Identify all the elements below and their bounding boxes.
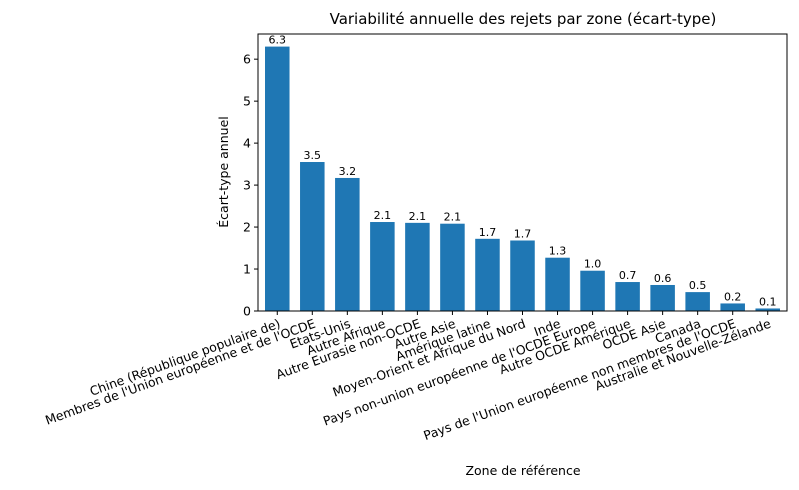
data-label: 2.1 <box>374 209 392 222</box>
data-label: 0.6 <box>654 272 672 285</box>
data-label: 6.3 <box>269 34 287 47</box>
y-axis-label: Écart-type annuel <box>216 116 231 227</box>
bar <box>510 240 535 311</box>
data-label: 1.0 <box>584 258 602 271</box>
y-tick-label: 6 <box>243 52 251 67</box>
bar <box>370 222 395 311</box>
y-tick-label: 1 <box>243 262 251 277</box>
bar <box>300 162 325 311</box>
bar <box>685 292 710 311</box>
bar <box>580 270 605 311</box>
y-tick-label: 5 <box>243 94 251 109</box>
data-label: 1.7 <box>479 226 497 239</box>
chart-title: Variabilité annuelle des rejets par zone… <box>330 10 717 28</box>
bar <box>720 303 745 311</box>
bar <box>405 222 430 311</box>
data-label: 1.3 <box>549 245 567 258</box>
y-tick-label: 3 <box>243 178 251 193</box>
y-tick-label: 0 <box>243 304 251 319</box>
bar <box>265 46 290 312</box>
x-axis-label: Zone de référence <box>465 463 580 478</box>
bar <box>440 223 465 311</box>
data-label: 0.7 <box>619 269 637 282</box>
data-label: 3.5 <box>304 149 322 162</box>
y-tick-label: 2 <box>243 220 251 235</box>
bar <box>475 238 500 311</box>
data-label: 0.1 <box>759 295 777 308</box>
data-label: 0.2 <box>724 290 742 303</box>
data-label: 3.2 <box>339 165 357 178</box>
bar <box>545 257 570 311</box>
bar <box>650 284 675 311</box>
plot-frame <box>257 33 788 312</box>
bar <box>755 308 780 311</box>
bar <box>335 177 360 311</box>
data-label: 2.1 <box>409 210 427 223</box>
bar <box>615 282 640 311</box>
y-tick-label: 4 <box>243 136 251 151</box>
data-label: 0.5 <box>689 279 707 292</box>
data-label: 2.1 <box>444 211 462 224</box>
data-label: 1.7 <box>514 227 532 240</box>
